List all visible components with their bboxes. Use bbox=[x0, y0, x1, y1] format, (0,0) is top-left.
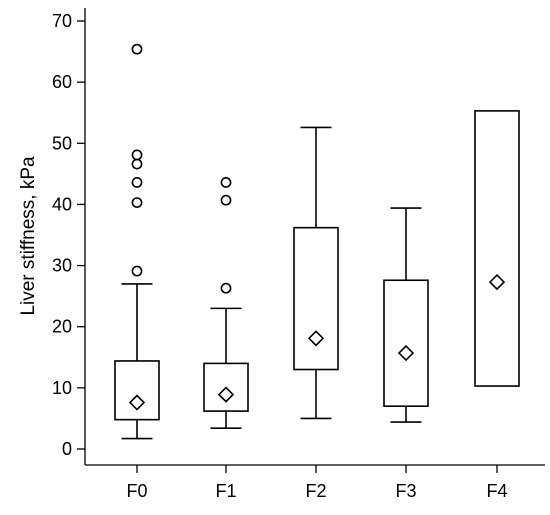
outlier-point bbox=[131, 265, 143, 277]
outlier-point bbox=[131, 149, 143, 161]
chart-marks bbox=[114, 43, 520, 440]
box-group-f4 bbox=[474, 110, 520, 387]
outlier-point bbox=[220, 177, 232, 188]
y-tick-label: 0 bbox=[62, 439, 72, 459]
iqr-box bbox=[114, 360, 160, 421]
mean-marker bbox=[307, 330, 325, 347]
box-group-f1 bbox=[203, 177, 249, 430]
y-tick-label: 30 bbox=[52, 256, 72, 276]
mean-marker bbox=[128, 394, 146, 411]
x-tick-label: F3 bbox=[395, 481, 416, 501]
outlier-point bbox=[131, 43, 143, 55]
outlier-point bbox=[220, 282, 232, 294]
box-group-f3 bbox=[383, 207, 429, 423]
mean-marker bbox=[488, 273, 506, 291]
outlier-point bbox=[131, 177, 143, 188]
iqr-box bbox=[383, 279, 429, 408]
y-tick-label: 10 bbox=[52, 378, 72, 398]
y-tick-label: 50 bbox=[52, 133, 72, 153]
iqr-box bbox=[474, 110, 520, 387]
y-tick-label: 70 bbox=[52, 11, 72, 31]
mean-marker bbox=[397, 344, 415, 362]
box-group-f2 bbox=[293, 126, 339, 420]
y-axis-label: Liver stiffness, kPa bbox=[18, 156, 39, 316]
outlier-point bbox=[220, 194, 232, 206]
y-tick-label: 60 bbox=[52, 72, 72, 92]
y-tick-label: 20 bbox=[52, 317, 72, 337]
x-tick-label: F1 bbox=[215, 481, 236, 501]
iqr-box bbox=[293, 226, 339, 371]
x-tick-label: F4 bbox=[486, 481, 507, 501]
mean-marker bbox=[217, 386, 235, 403]
outlier-point bbox=[131, 158, 143, 170]
box-group-f0 bbox=[114, 43, 160, 440]
axes: 0 10 20 30 40 50 60 70 F0 F1 F2 F3 F4 bbox=[52, 8, 545, 501]
y-tick-label: 40 bbox=[52, 194, 72, 214]
outlier-point bbox=[131, 197, 143, 208]
x-tick-label: F2 bbox=[305, 481, 326, 501]
x-tick-label: F0 bbox=[126, 481, 147, 501]
